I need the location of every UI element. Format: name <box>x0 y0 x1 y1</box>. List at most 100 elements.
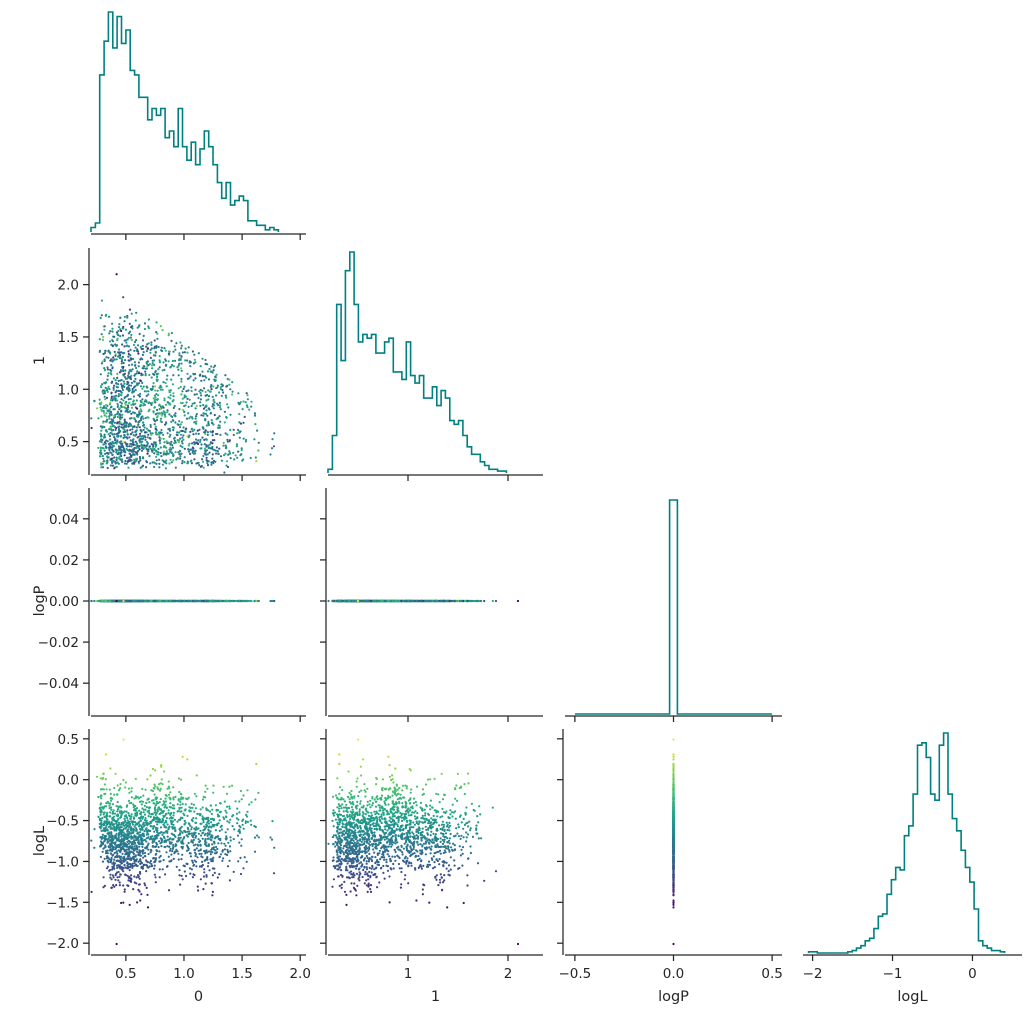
scatter-point <box>107 433 110 436</box>
scatter-point <box>100 333 103 336</box>
scatter-point <box>110 413 113 416</box>
scatter-point <box>123 315 127 318</box>
scatter-point <box>257 599 260 603</box>
scatter-point <box>177 457 180 460</box>
scatter-point <box>102 410 105 413</box>
scatter-point <box>109 368 112 371</box>
scatter-point <box>134 388 137 392</box>
scatter-point <box>144 446 147 449</box>
scatter-point <box>113 421 116 424</box>
scatter-point <box>181 429 184 433</box>
scatter-point <box>117 451 120 454</box>
scatter-point <box>204 390 207 394</box>
scatter-point <box>133 446 136 450</box>
scatter-point <box>139 466 142 469</box>
scatter-point <box>210 370 213 373</box>
scatter-point <box>199 465 202 468</box>
scatter-point <box>173 439 176 442</box>
scatter-point <box>125 456 128 460</box>
scatter-point <box>114 399 117 402</box>
scatter-point <box>184 359 187 362</box>
scatter-point <box>114 428 117 431</box>
scatter-point <box>170 451 173 454</box>
scatter-point <box>138 426 141 429</box>
scatter-point <box>110 457 113 460</box>
scatter-point <box>109 401 112 404</box>
scatter-point <box>113 456 116 459</box>
scatter-point <box>212 404 216 407</box>
scatter-point <box>127 425 130 428</box>
scatter-point <box>193 402 196 405</box>
scatter-point <box>98 440 101 443</box>
scatter-point <box>119 421 122 424</box>
scatter-point <box>119 430 122 433</box>
scatter-point <box>216 599 219 603</box>
scatter-point <box>103 414 106 417</box>
scatter-point <box>123 420 126 423</box>
scatter-point <box>138 332 141 336</box>
scatter-point <box>205 438 208 441</box>
scatter-point <box>190 386 193 389</box>
scatter-point <box>124 403 127 406</box>
scatter-point <box>167 452 170 455</box>
scatter-point <box>483 599 486 603</box>
scatter-point <box>109 427 113 430</box>
scatter-point <box>96 407 99 410</box>
scatter-point <box>103 460 106 463</box>
scatter-point <box>195 415 198 418</box>
scatter-point <box>100 429 103 432</box>
scatter-point <box>165 450 168 453</box>
scatter-point <box>99 455 102 458</box>
scatter-point <box>168 391 171 394</box>
scatter-point <box>122 445 125 449</box>
scatter-point <box>120 362 123 365</box>
scatter-point <box>127 332 130 335</box>
scatter-point <box>143 400 146 403</box>
scatter-point <box>170 414 173 418</box>
scatter-point <box>153 441 156 444</box>
scatter-point <box>100 466 103 469</box>
scatter-point <box>105 439 108 442</box>
scatter-point <box>102 443 105 446</box>
scatter-point <box>137 415 140 418</box>
scatter-point <box>192 433 195 436</box>
scatter-point <box>192 379 195 382</box>
scatter-point <box>100 362 103 365</box>
scatter-point <box>122 327 125 330</box>
scatter-point <box>214 460 217 463</box>
scatter-point <box>119 418 122 421</box>
scatter-point <box>101 466 105 469</box>
scatter-point <box>177 364 180 367</box>
scatter-point <box>144 370 147 373</box>
scatter-point <box>99 447 103 450</box>
scatter-point <box>105 412 108 415</box>
scatter-point <box>123 425 126 428</box>
scatter-point <box>164 411 167 414</box>
scatter-point <box>140 410 143 413</box>
scatter-point <box>161 329 164 332</box>
scatter-point <box>117 389 120 392</box>
scatter-point <box>151 364 154 367</box>
scatter-point <box>108 408 111 411</box>
scatter-point <box>153 363 156 366</box>
scatter-point <box>193 393 196 396</box>
scatter-point <box>162 406 165 409</box>
scatter-point <box>123 320 126 323</box>
scatter-point <box>109 399 113 402</box>
scatter-point <box>171 426 174 429</box>
scatter-point <box>212 398 215 401</box>
scatter-point <box>152 382 155 385</box>
scatter-point <box>121 388 124 392</box>
scatter-point <box>163 368 166 371</box>
scatter-point <box>126 380 129 383</box>
scatter-point <box>111 330 114 333</box>
scatter-point <box>191 430 194 433</box>
scatter-point <box>101 338 104 341</box>
scatter-point <box>164 423 167 426</box>
scatter-point <box>100 441 103 444</box>
scatter-point <box>222 391 225 394</box>
scatter-point <box>238 430 241 433</box>
scatter-point <box>130 312 133 315</box>
scatter-point <box>134 599 137 603</box>
scatter-point <box>208 451 211 454</box>
